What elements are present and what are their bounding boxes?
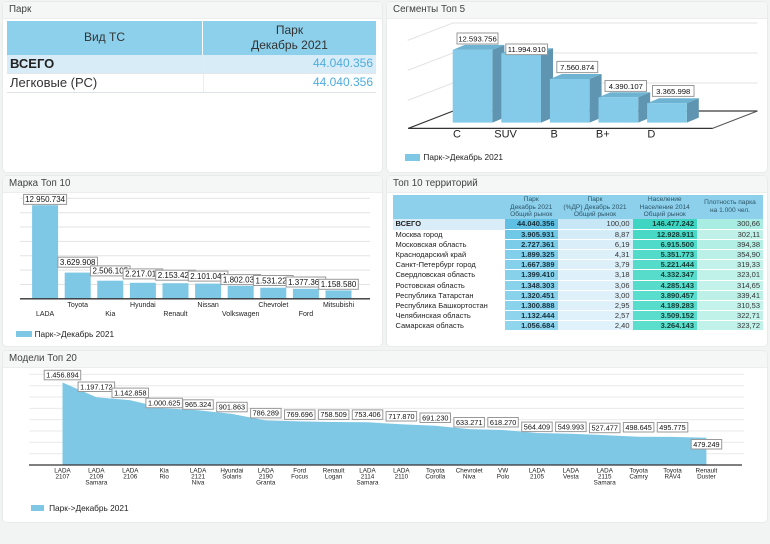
- svg-text:11.994.910: 11.994.910: [508, 45, 546, 54]
- svg-text:12.593.756: 12.593.756: [458, 34, 496, 43]
- svg-text:Renault: Renault: [163, 311, 187, 318]
- svg-text:C: C: [453, 129, 461, 141]
- svg-text:7.560.874: 7.560.874: [560, 63, 595, 72]
- svg-text:3.365.998: 3.365.998: [656, 87, 690, 96]
- svg-text:549.993: 549.993: [558, 422, 584, 431]
- svg-text:B+: B+: [596, 129, 610, 141]
- svg-text:2.153.423: 2.153.423: [158, 271, 194, 280]
- svg-text:2.506.105: 2.506.105: [93, 267, 129, 276]
- svg-text:Volkswagen: Volkswagen: [222, 311, 259, 318]
- svg-text:12.950.734: 12.950.734: [25, 195, 66, 204]
- svg-text:1.197.172: 1.197.172: [80, 382, 112, 391]
- svg-text:691.230: 691.230: [422, 413, 448, 422]
- svg-text:4.390.107: 4.390.107: [609, 82, 643, 91]
- svg-text:SUV: SUV: [494, 129, 517, 141]
- svg-text:618.270: 618.270: [490, 418, 516, 427]
- svg-text:1.531.226: 1.531.226: [256, 276, 292, 285]
- svg-text:753.406: 753.406: [354, 410, 380, 419]
- svg-text:769.696: 769.696: [287, 410, 313, 419]
- svg-text:717.870: 717.870: [388, 412, 414, 421]
- svg-text:Kia: Kia: [105, 311, 115, 318]
- svg-text:3.629.908: 3.629.908: [60, 258, 96, 267]
- svg-text:1.158.580: 1.158.580: [321, 280, 357, 289]
- svg-text:965.324: 965.324: [185, 400, 211, 409]
- svg-text:564.409: 564.409: [524, 422, 550, 431]
- svg-text:527.477: 527.477: [592, 424, 618, 433]
- svg-text:758.509: 758.509: [320, 410, 346, 419]
- svg-text:Nissan: Nissan: [197, 302, 219, 309]
- svg-text:495.775: 495.775: [659, 423, 685, 432]
- svg-text:633.271: 633.271: [456, 418, 482, 427]
- svg-text:1.142.858: 1.142.858: [114, 388, 146, 397]
- svg-text:Chevrolet: Chevrolet: [258, 302, 288, 309]
- svg-text:1.802.035: 1.802.035: [223, 275, 259, 284]
- svg-text:1.377.361: 1.377.361: [288, 278, 324, 287]
- svg-text:D: D: [647, 129, 655, 141]
- svg-text:Ford: Ford: [299, 311, 314, 318]
- svg-text:1.456.894: 1.456.894: [46, 371, 78, 380]
- svg-text:B: B: [551, 129, 558, 141]
- svg-text:Hyundai: Hyundai: [130, 302, 156, 309]
- svg-text:901.863: 901.863: [219, 403, 245, 412]
- svg-text:LADA: LADA: [36, 311, 55, 318]
- svg-text:479.249: 479.249: [693, 440, 719, 449]
- svg-text:786.289: 786.289: [253, 409, 279, 418]
- svg-text:498.645: 498.645: [625, 423, 651, 432]
- svg-text:2.217.012: 2.217.012: [125, 270, 161, 279]
- svg-text:Toyota: Toyota: [67, 302, 88, 309]
- svg-text:1.000.625: 1.000.625: [148, 399, 180, 408]
- svg-text:Mitsubishi: Mitsubishi: [323, 302, 355, 309]
- svg-text:2.101.044: 2.101.044: [190, 272, 226, 281]
